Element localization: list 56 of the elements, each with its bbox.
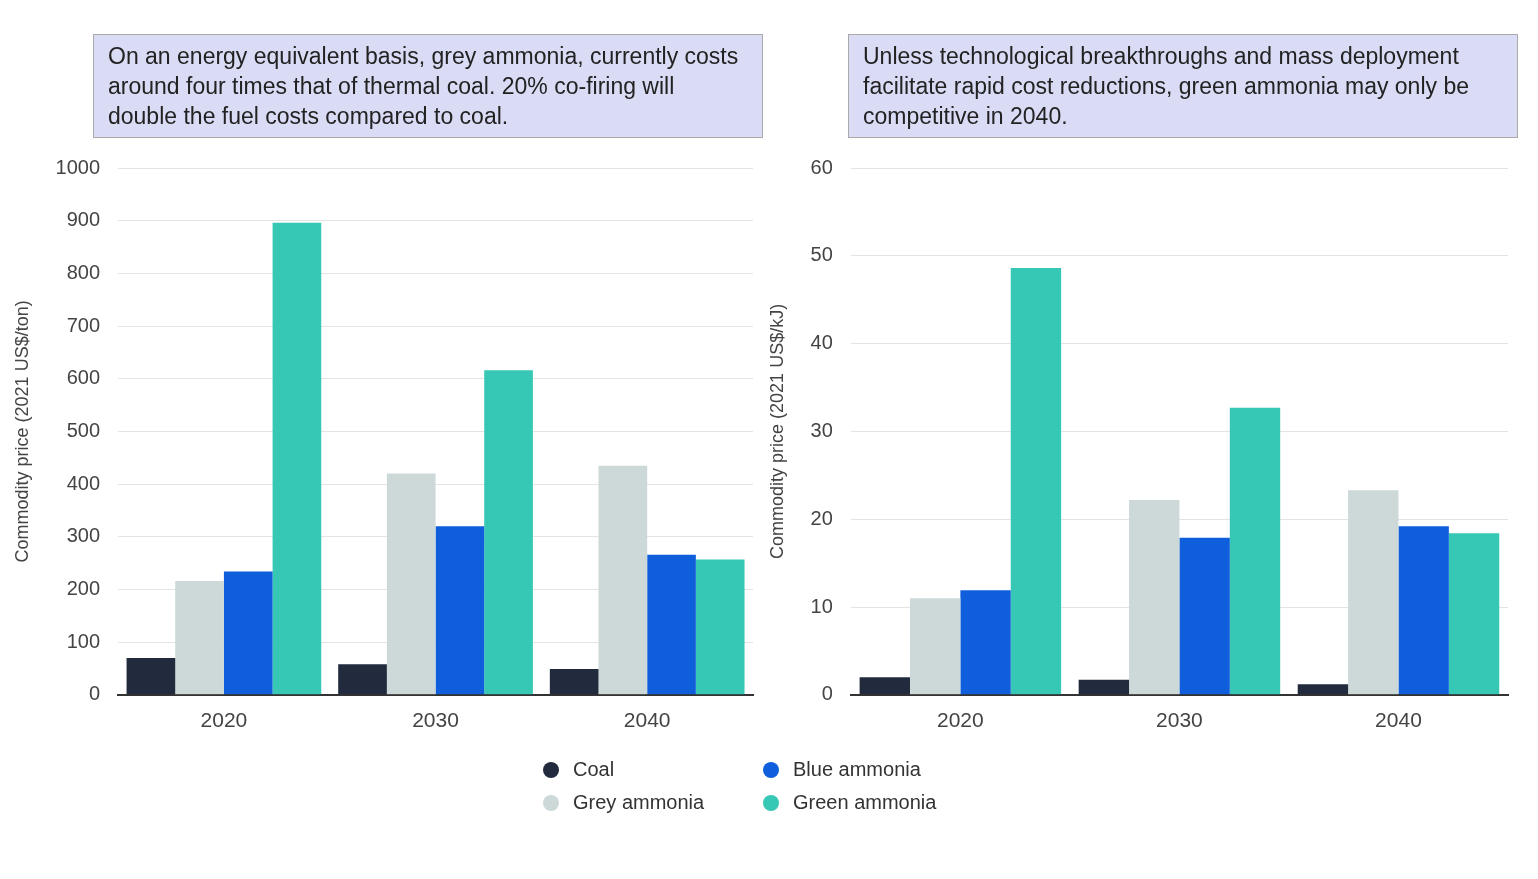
- y-tick-label: 60: [810, 155, 833, 178]
- y-tick-label: 500: [66, 418, 101, 441]
- y-tick-label: 100: [66, 629, 101, 652]
- x-tick-label: 2040: [1375, 708, 1422, 732]
- y-tick-label: 400: [66, 471, 101, 494]
- y-tick-label: 300: [66, 524, 101, 547]
- x-tick-label: 2030: [1156, 708, 1203, 732]
- legend-label: Blue ammonia: [793, 758, 921, 781]
- bar: [1078, 679, 1130, 695]
- bar: [1010, 268, 1062, 695]
- y-tick-label: 0: [821, 682, 833, 705]
- x-tick-label: 2040: [623, 708, 671, 732]
- bar: [126, 657, 176, 695]
- bar: [175, 581, 224, 695]
- bar: [960, 590, 1011, 695]
- text: Unless technological breakthroughs and mass deployment facilitate rapid cost reductions, green ammonia may only be competitive in 2040.: [848, 34, 1518, 138]
- y-tick-label: 40: [810, 331, 833, 354]
- bar: [598, 465, 648, 695]
- y-tick-label: 1000: [55, 155, 101, 178]
- bar: [338, 664, 387, 695]
- bar: [549, 668, 599, 695]
- y-tick-label: 0: [88, 682, 101, 705]
- bar: [1229, 407, 1281, 695]
- text: On an energy equivalent basis, grey ammonia, currently costs around four times that of thermal coal. 20% co-firing will double the fuel costs compared to coal.: [93, 34, 763, 138]
- legend-label: Coal: [573, 758, 615, 781]
- bar: [1129, 499, 1180, 695]
- legend-label: Green ammonia: [793, 791, 937, 814]
- bar: [386, 473, 436, 695]
- y-tick-label: 200: [66, 576, 101, 599]
- legend-label: Grey ammonia: [573, 791, 705, 814]
- bar: [647, 554, 696, 695]
- bar: [272, 222, 322, 695]
- y-tick-label: 800: [66, 260, 101, 283]
- y-tick-label: 10: [810, 594, 833, 617]
- bar: [1398, 526, 1449, 695]
- bar: [1297, 684, 1349, 695]
- y-tick-label: 700: [66, 313, 101, 336]
- y-tick-label: 600: [66, 366, 101, 389]
- bar: [1348, 490, 1399, 695]
- bar: [484, 370, 533, 695]
- y-axis-title: Commodity price (2021 US$/kJ): [766, 303, 787, 559]
- y-tick-label: 50: [810, 243, 833, 266]
- x-tick-label: 2020: [937, 708, 984, 732]
- x-tick-label: 2020: [200, 708, 248, 732]
- bar: [223, 571, 273, 695]
- bar: [859, 677, 910, 695]
- bar: [1179, 537, 1230, 695]
- bar: [1448, 533, 1500, 695]
- y-tick-label: 20: [810, 506, 833, 529]
- y-tick-label: 30: [810, 418, 833, 441]
- bar: [435, 526, 485, 695]
- bar: [695, 559, 745, 695]
- x-tick-label: 2030: [412, 708, 459, 732]
- y-tick-label: 900: [66, 208, 101, 231]
- bar: [909, 598, 961, 695]
- y-axis-title: Commodity price (2021 US$/ton): [11, 300, 32, 563]
